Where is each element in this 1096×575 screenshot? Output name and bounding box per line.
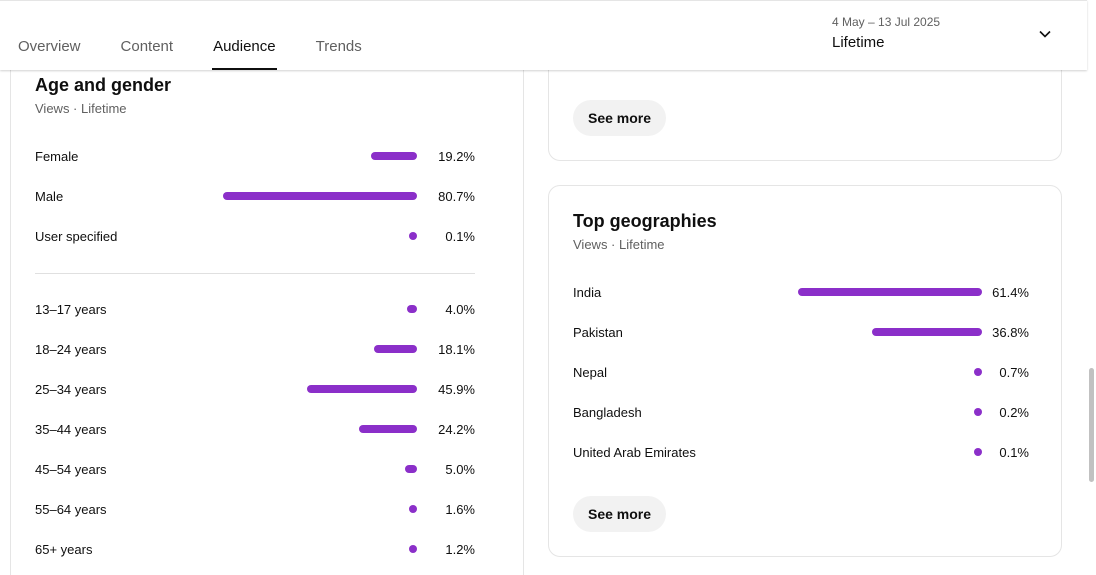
geography-bar: [974, 368, 982, 376]
date-range-label: Lifetime: [832, 34, 885, 51]
analytics-header: Overview Content Audience Trends 4 May –…: [0, 0, 1087, 70]
gender-label: User specified: [35, 228, 118, 244]
age-row: 65+ years 1.2%: [35, 539, 475, 559]
age-value: 4.0%: [445, 301, 475, 317]
age-bar: [409, 545, 417, 553]
geography-bar: [871, 328, 982, 336]
geography-row: United Arab Emirates 0.1%: [573, 442, 1029, 462]
age-bar-track: [257, 465, 417, 473]
age-bar-track: [257, 505, 417, 513]
geography-row: Bangladesh 0.2%: [573, 402, 1029, 422]
age-label: 35–44 years: [35, 421, 107, 437]
geography-value: 61.4%: [992, 284, 1029, 300]
geography-value: 0.7%: [999, 364, 1029, 380]
see-more-geographies-button[interactable]: See more: [573, 496, 667, 532]
gender-bar-track: [257, 232, 417, 240]
gender-value: 0.1%: [445, 228, 475, 244]
geography-value: 36.8%: [992, 324, 1029, 340]
age-label: 45–54 years: [35, 461, 107, 477]
age-bar: [358, 425, 417, 433]
age-bar-track: [257, 385, 417, 393]
geography-bar: [797, 288, 982, 296]
geographies-title: Top geographies: [573, 211, 717, 231]
geography-bar: [974, 448, 982, 456]
gender-bar: [409, 232, 417, 240]
geography-row: Nepal 0.7%: [573, 362, 1029, 382]
age-value: 24.2%: [438, 421, 475, 437]
gender-bar: [223, 192, 417, 200]
scrollbar-thumb[interactable]: [1089, 368, 1094, 482]
geography-bar-track: [782, 288, 982, 296]
age-bar-track: [257, 425, 417, 433]
gender-row: Female 19.2%: [35, 146, 475, 166]
geography-label: United Arab Emirates: [573, 444, 696, 460]
scrollbar-track[interactable]: [1087, 0, 1096, 575]
tab-content[interactable]: Content: [120, 37, 174, 55]
age-label: 18–24 years: [35, 341, 107, 357]
age-bar: [405, 465, 417, 473]
geography-value: 0.2%: [999, 404, 1029, 420]
age-row: 25–34 years 45.9%: [35, 379, 475, 399]
age-label: 13–17 years: [35, 301, 107, 317]
tab-trends[interactable]: Trends: [315, 37, 362, 55]
gender-label: Male: [35, 188, 64, 204]
age-value: 45.9%: [438, 381, 475, 397]
see-more-button[interactable]: See more: [573, 100, 667, 136]
age-bar: [407, 305, 417, 313]
age-value: 1.6%: [445, 501, 475, 517]
age-label: 55–64 years: [35, 501, 107, 517]
geography-bar-track: [782, 368, 982, 376]
age-row: 55–64 years 1.6%: [35, 499, 475, 519]
geography-bar: [974, 408, 982, 416]
geography-value: 0.1%: [999, 444, 1029, 460]
age-row: 13–17 years 4.0%: [35, 299, 475, 319]
gender-row: Male 80.7%: [35, 186, 475, 206]
geography-label: India: [573, 284, 602, 300]
age-bar: [409, 505, 417, 513]
age-label: 65+ years: [35, 541, 93, 557]
age-bar-track: [257, 305, 417, 313]
age-row: 18–24 years 18.1%: [35, 339, 475, 359]
age-label: 25–34 years: [35, 381, 107, 397]
geography-bar-track: [782, 408, 982, 416]
gender-value: 80.7%: [438, 188, 475, 204]
gender-bar-track: [257, 152, 417, 160]
age-bar-track: [257, 545, 417, 553]
geography-row: India 61.4%: [573, 282, 1029, 302]
date-range-dates: 4 May – 13 Jul 2025: [832, 15, 941, 29]
chevron-down-icon[interactable]: [1038, 27, 1052, 41]
age-gender-title: Age and gender: [35, 75, 172, 95]
geography-row: Pakistan 36.8%: [573, 322, 1029, 342]
geographies-subtitle: Views · Lifetime: [573, 237, 665, 252]
geography-label: Pakistan: [573, 324, 623, 340]
age-gender-card: Age and gender Views · Lifetime Female 19…: [10, 40, 524, 575]
age-gender-subtitle: Views · Lifetime: [35, 101, 127, 116]
tab-bar: Overview Content Audience Trends: [18, 1, 402, 71]
tab-audience[interactable]: Audience: [212, 1, 277, 71]
age-value: 1.2%: [445, 541, 475, 557]
age-bar-track: [257, 345, 417, 353]
section-divider: [35, 273, 475, 274]
age-value: 5.0%: [445, 461, 475, 477]
age-value: 18.1%: [438, 341, 475, 357]
date-range-picker[interactable]: 4 May – 13 Jul 2025 Lifetime: [832, 15, 1062, 59]
gender-label: Female: [35, 148, 79, 164]
geography-bar-track: [782, 448, 982, 456]
gender-bar: [370, 152, 417, 160]
age-bar: [373, 345, 417, 353]
geography-label: Nepal: [573, 364, 607, 380]
age-bar: [306, 385, 417, 393]
gender-value: 19.2%: [438, 148, 475, 164]
geography-label: Bangladesh: [573, 404, 642, 420]
tab-overview[interactable]: Overview: [18, 37, 81, 55]
top-geographies-card: Top geographies Views · Lifetime India 61…: [548, 185, 1062, 557]
gender-row: User specified 0.1%: [35, 226, 475, 246]
age-row: 35–44 years 24.2%: [35, 419, 475, 439]
gender-bar-track: [223, 192, 417, 200]
geography-bar-track: [782, 328, 982, 336]
age-row: 45–54 years 5.0%: [35, 459, 475, 479]
